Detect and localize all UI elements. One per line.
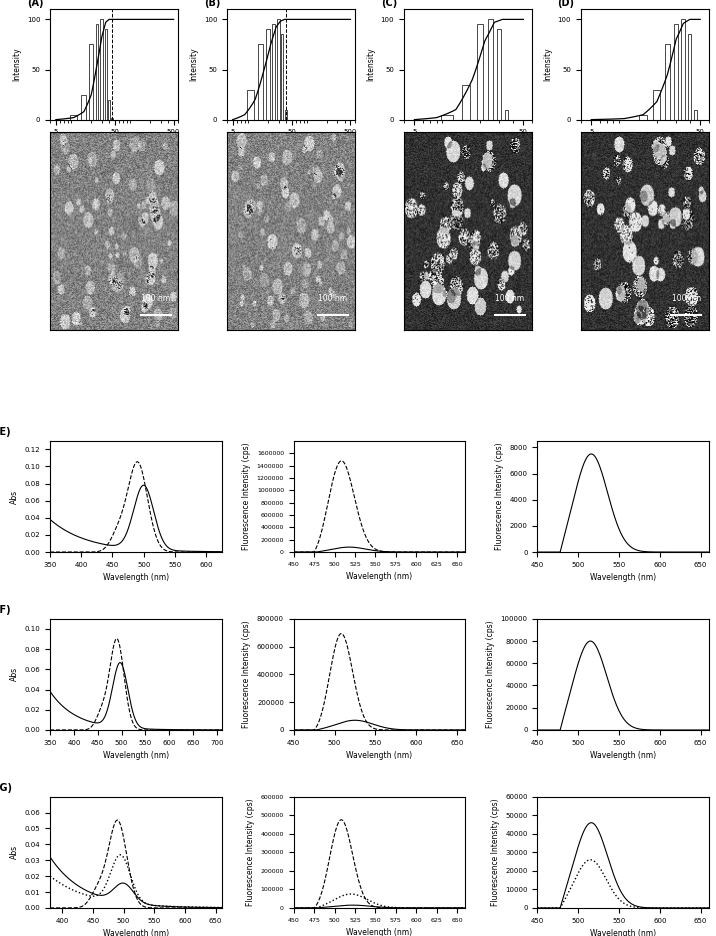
X-axis label: Wavelength (nm): Wavelength (nm) — [590, 929, 656, 936]
X-axis label: Wavelength (nm): Wavelength (nm) — [103, 929, 169, 936]
Bar — [82, 95, 86, 120]
Bar — [488, 20, 493, 120]
Text: (E): (E) — [0, 428, 11, 437]
Bar — [90, 44, 93, 120]
Text: (C): (C) — [381, 0, 397, 8]
X-axis label: Wavelength (nm): Wavelength (nm) — [347, 572, 412, 581]
Text: (G): (G) — [0, 783, 12, 794]
Bar — [505, 110, 508, 120]
Text: 100 nm: 100 nm — [495, 294, 524, 302]
Y-axis label: Intensity: Intensity — [12, 48, 21, 81]
Text: (B): (B) — [204, 0, 221, 8]
Y-axis label: Fluorescence Intensity (cps): Fluorescence Intensity (cps) — [490, 798, 500, 906]
Bar — [277, 20, 280, 120]
Text: 100 nm: 100 nm — [318, 294, 347, 302]
Bar — [497, 29, 501, 120]
Text: (D): (D) — [558, 0, 575, 8]
Y-axis label: Fluorescence Intensity (cps): Fluorescence Intensity (cps) — [495, 443, 504, 550]
Bar — [100, 20, 103, 120]
Y-axis label: Fluorescence Intensity (cps): Fluorescence Intensity (cps) — [246, 798, 255, 906]
Y-axis label: Intensity: Intensity — [366, 48, 375, 81]
Y-axis label: Abs: Abs — [10, 490, 19, 504]
Y-axis label: Abs: Abs — [10, 667, 19, 681]
Bar — [654, 90, 660, 120]
Bar — [246, 90, 253, 120]
X-axis label: Diameter (nm): Diameter (nm) — [440, 141, 496, 150]
Y-axis label: Fluorescence Intensity (cps): Fluorescence Intensity (cps) — [243, 621, 251, 728]
Y-axis label: Fluorescence Intensity (cps): Fluorescence Intensity (cps) — [486, 621, 495, 728]
Bar — [69, 114, 77, 120]
Y-axis label: Intensity: Intensity — [189, 48, 198, 81]
X-axis label: Wavelength (nm): Wavelength (nm) — [103, 574, 169, 582]
Text: 100 nm: 100 nm — [672, 294, 701, 302]
X-axis label: Wavelength (nm): Wavelength (nm) — [347, 752, 412, 760]
Bar — [477, 24, 483, 120]
Bar — [441, 114, 453, 120]
Bar — [639, 114, 647, 120]
X-axis label: Diameter (nm): Diameter (nm) — [86, 141, 142, 150]
Bar — [111, 118, 113, 120]
X-axis label: Wavelength (nm): Wavelength (nm) — [590, 752, 656, 760]
Bar — [463, 84, 470, 120]
X-axis label: Wavelength (nm): Wavelength (nm) — [103, 752, 169, 760]
Text: 100 nm: 100 nm — [141, 294, 170, 302]
Text: (F): (F) — [0, 606, 11, 616]
Y-axis label: Fluorescence Intensity (cps): Fluorescence Intensity (cps) — [242, 443, 251, 550]
Bar — [664, 44, 670, 120]
Y-axis label: Abs: Abs — [10, 845, 19, 859]
Bar — [674, 24, 678, 120]
Bar — [694, 110, 697, 120]
Bar — [272, 24, 275, 120]
X-axis label: Wavelength (nm): Wavelength (nm) — [347, 929, 412, 936]
X-axis label: Diameter (nm): Diameter (nm) — [616, 141, 673, 150]
X-axis label: Diameter (nm): Diameter (nm) — [263, 141, 319, 150]
Y-axis label: Intensity: Intensity — [543, 48, 552, 81]
Text: (A): (A) — [27, 0, 44, 8]
Bar — [108, 99, 110, 120]
Bar — [105, 29, 107, 120]
Bar — [682, 20, 685, 120]
X-axis label: Wavelength (nm): Wavelength (nm) — [590, 574, 656, 582]
Bar — [95, 24, 98, 120]
Bar — [688, 35, 691, 120]
Bar — [281, 35, 284, 120]
Bar — [285, 110, 286, 120]
Bar — [258, 44, 263, 120]
Bar — [266, 29, 270, 120]
